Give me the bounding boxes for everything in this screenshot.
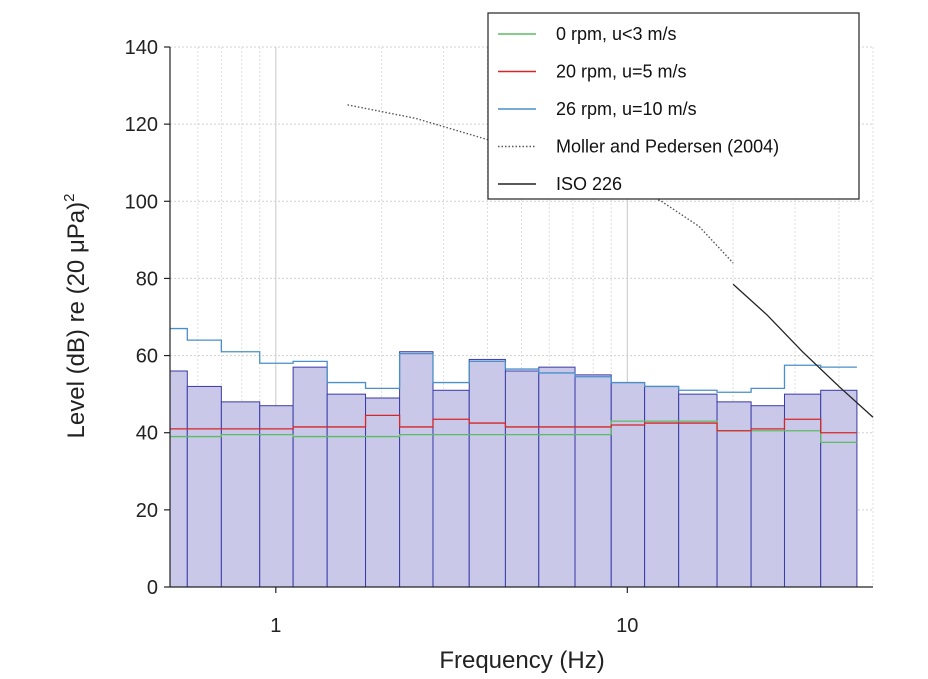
bars xyxy=(169,351,858,588)
x-axis-title: Frequency (Hz) xyxy=(439,647,604,674)
series-line-5 xyxy=(732,283,874,418)
series-line-2 xyxy=(170,414,857,434)
y-axis-title-main: Level (dB) re (20 μPa) xyxy=(63,202,90,439)
legend-label-4: Moller and Pedersen (2004) xyxy=(556,137,779,157)
y-tick-label: 40 xyxy=(136,423,158,445)
band-bar-20 xyxy=(820,389,858,588)
y-tick-label: 80 xyxy=(136,268,158,290)
band-bar-16 xyxy=(678,393,718,588)
band-bar-13 xyxy=(574,374,612,588)
x-tick-label: 1 xyxy=(270,615,281,637)
band-bar-8 xyxy=(399,351,434,588)
series-line-1 xyxy=(170,420,857,444)
band-bar-17 xyxy=(716,401,752,588)
band-bar-18 xyxy=(750,405,785,588)
band-bar-19 xyxy=(783,393,822,588)
tick-labels: 0 20 40 60 80 100 120 140 1 10 xyxy=(125,37,639,637)
legend-label-5: ISO 226 xyxy=(556,174,622,194)
band-bar-1 xyxy=(169,370,188,588)
y-axis-title: Level (dB) re (20 μPa)2 xyxy=(61,194,90,439)
band-bar-15 xyxy=(644,385,680,588)
band-bar-12 xyxy=(538,366,576,588)
series-line-3 xyxy=(170,327,857,393)
y-axis-title-sup: 2 xyxy=(61,194,78,202)
x-tick-label: 10 xyxy=(616,615,638,637)
legend: 0 rpm, u<3 m/s 20 rpm, u=5 m/s 26 rpm, u=1… xyxy=(487,12,860,200)
band-bar-11 xyxy=(504,370,540,588)
band-bar-14 xyxy=(610,382,646,588)
band-bar-4 xyxy=(259,405,294,588)
y-tick-label: 100 xyxy=(125,191,158,213)
band-bar-10 xyxy=(468,358,506,588)
band-bar-5 xyxy=(292,366,328,588)
legend-label-1: 0 rpm, u<3 m/s xyxy=(556,24,677,44)
band-bar-3 xyxy=(220,401,261,588)
y-tick-label: 0 xyxy=(147,577,158,599)
band-bar-9 xyxy=(432,389,470,588)
band-bar-2 xyxy=(186,385,222,588)
axes xyxy=(164,46,873,593)
band-bar-7 xyxy=(365,397,401,588)
y-tick-label: 140 xyxy=(125,37,158,59)
legend-box xyxy=(487,12,860,200)
series-line-4 xyxy=(347,104,734,264)
y-tick-label: 120 xyxy=(125,114,158,136)
legend-label-2: 20 rpm, u=5 m/s xyxy=(556,62,687,82)
series-lines xyxy=(170,104,874,444)
band-bar-6 xyxy=(326,393,367,588)
y-tick-label: 60 xyxy=(136,346,158,368)
y-tick-label: 20 xyxy=(136,500,158,522)
legend-label-3: 26 rpm, u=10 m/s xyxy=(556,99,697,119)
